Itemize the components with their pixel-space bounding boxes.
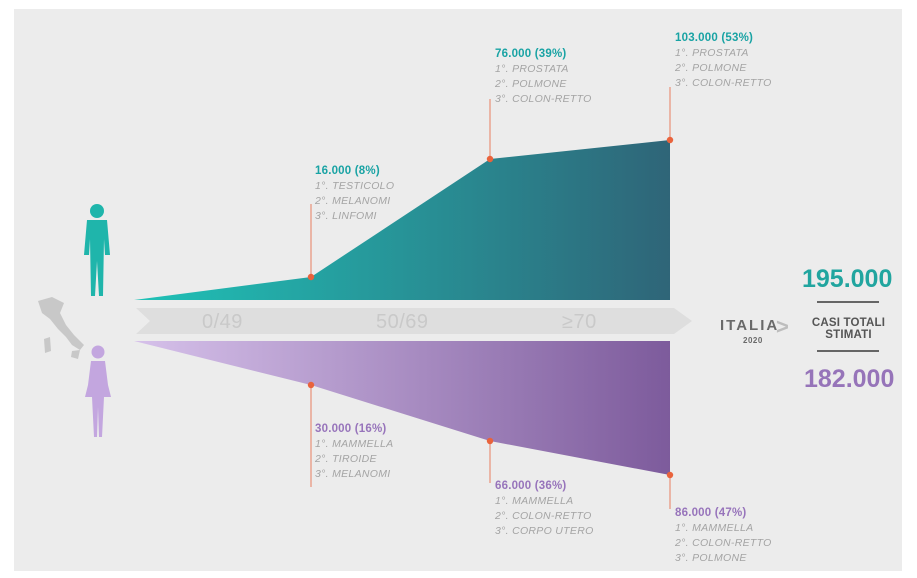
male-rank-1: 1°. PROSTATA xyxy=(495,63,569,75)
male-area xyxy=(134,140,670,300)
female-rank-3: 3°. POLMONE xyxy=(675,552,747,564)
female-marker-1 xyxy=(307,381,315,389)
female-rank-2: 2°. COLON-RETTO xyxy=(495,510,592,522)
male-rank-3: 3°. COLON-RETTO xyxy=(675,77,772,89)
male-rank-1: 1°. TESTICOLO xyxy=(315,180,395,192)
male-rank-2: 2°. POLMONE xyxy=(675,62,747,74)
man-silhouette-icon xyxy=(84,204,110,296)
male-rank-3: 3°. COLON-RETTO xyxy=(495,93,592,105)
totals-rule-bottom xyxy=(817,350,879,352)
female-rank-2: 2°. COLON-RETTO xyxy=(675,537,772,549)
age-group-label-70-plus: ≥70 xyxy=(562,311,597,333)
woman-silhouette-icon xyxy=(85,345,111,437)
infographic-canvas: 0/49 50/69 ≥70 16.000 (8%) 1°. TESTICOLO… xyxy=(14,9,902,571)
female-marker-2 xyxy=(486,437,494,445)
totals-caption-line-1: CASI TOTALI xyxy=(811,317,886,329)
female-label-0-49: 30.000 (16%) 1°. MAMMELLA 2°. TIROIDE 3°… xyxy=(315,422,393,482)
totals-rule-top xyxy=(817,301,879,303)
female-rank-1: 1°. MAMMELLA xyxy=(495,495,574,507)
age-group-label-50-69: 50/69 xyxy=(376,311,429,333)
totals-caption: CASI TOTALI STIMATI xyxy=(810,317,887,341)
male-value-50-69: 76.000 (39%) xyxy=(495,48,567,60)
totals-caption-line-2: STIMATI xyxy=(825,329,872,341)
male-label-0-49: 16.000 (8%) 1°. TESTICOLO 2°. MELANOMI 3… xyxy=(315,164,394,224)
female-rank-1: 1°. MAMMELLA xyxy=(675,522,754,534)
male-rank-2: 2°. POLMONE xyxy=(495,78,567,90)
female-marker-3 xyxy=(666,471,674,479)
age-group-label-0-49: 0/49 xyxy=(202,311,243,333)
female-label-70-plus: 86.000 (47%) 1°. MAMMELLA 2°. COLON-RETT… xyxy=(675,506,772,566)
male-total-cases: 195.000 xyxy=(802,265,893,293)
male-value-70-plus: 103.000 (53%) xyxy=(675,32,754,44)
female-label-50-69: 66.000 (36%) 1°. MAMMELLA 2°. COLON-RETT… xyxy=(495,479,594,539)
female-value-70-plus: 86.000 (47%) xyxy=(675,507,747,519)
right-arrow-icon: > xyxy=(776,314,789,339)
infographic-graphic xyxy=(38,87,692,509)
year-label: 2020 xyxy=(743,336,763,345)
male-marker-2 xyxy=(486,155,494,163)
male-label-70-plus: 103.000 (53%) 1°. PROSTATA 2°. POLMONE 3… xyxy=(675,31,772,91)
country-label: ITALIA xyxy=(720,317,780,334)
leader-lines xyxy=(310,87,671,509)
female-rank-3: 3°. CORPO UTERO xyxy=(495,525,594,537)
italy-map-icon xyxy=(38,297,84,359)
female-value-0-49: 30.000 (16%) xyxy=(315,423,387,435)
male-marker-3 xyxy=(666,136,674,144)
male-rank-1: 1°. PROSTATA xyxy=(675,47,749,59)
male-rank-3: 3°. LINFOMI xyxy=(315,210,377,222)
female-rank-2: 2°. TIROIDE xyxy=(315,453,377,465)
male-marker-1 xyxy=(307,273,315,281)
female-total-cases: 182.000 xyxy=(804,365,895,393)
female-value-50-69: 66.000 (36%) xyxy=(495,480,567,492)
male-label-50-69: 76.000 (39%) 1°. PROSTATA 2°. POLMONE 3°… xyxy=(495,47,592,107)
age-axis-bar xyxy=(136,308,692,334)
male-rank-2: 2°. MELANOMI xyxy=(315,195,391,207)
female-rank-1: 1°. MAMMELLA xyxy=(315,438,394,450)
female-area xyxy=(134,341,670,475)
male-value-0-49: 16.000 (8%) xyxy=(315,165,380,177)
female-rank-3: 3°. MELANOMI xyxy=(315,468,391,480)
